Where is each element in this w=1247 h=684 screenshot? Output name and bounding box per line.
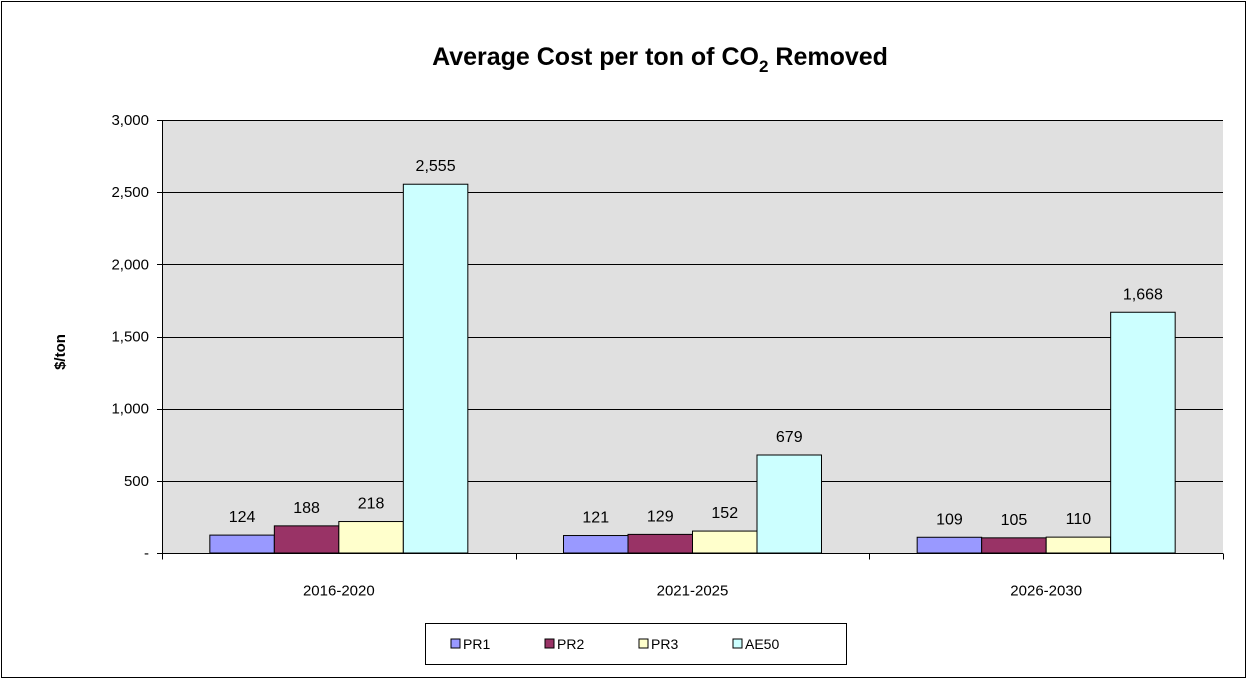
bar-ae50-2026-2030 [1110, 311, 1176, 554]
y-tick-labels: - 500 1,000 1,500 2,000 2,500 3,000 [111, 112, 149, 562]
y-tick-label: 1,000 [111, 401, 149, 418]
gridlines [162, 120, 1223, 482]
data-label: 1,668 [1123, 286, 1163, 303]
bar-ae50-2016-2020 [402, 183, 469, 554]
data-label: 152 [711, 505, 738, 522]
data-label: 129 [647, 508, 674, 525]
data-label: 121 [582, 510, 609, 527]
data-label: 679 [776, 429, 803, 446]
legend-swatch-ae50 [732, 638, 743, 649]
y-tick-label: 500 [124, 473, 149, 490]
y-tick-label: 3,000 [111, 112, 149, 129]
chart-title-main: Average Cost per ton of CO [432, 43, 759, 71]
legend: PR1 PR2 PR3 AE50 [425, 623, 847, 665]
data-label: 110 [1066, 511, 1092, 528]
chart-title: Average Cost per ton of CO2 Removed [432, 43, 888, 76]
bar-pr2-2026-2030 [981, 537, 1047, 554]
bars [209, 183, 1176, 554]
data-label: 218 [358, 496, 385, 513]
x-tick-label: 2016-2020 [303, 583, 375, 600]
legend-label-pr2: PR2 [557, 636, 584, 652]
data-label: 105 [1001, 512, 1028, 529]
legend-label-ae50: AE50 [745, 636, 779, 652]
legend-swatch-pr2 [544, 638, 555, 649]
bar-pr3-2021-2025 [692, 530, 758, 554]
legend-label-pr3: PR3 [651, 636, 678, 652]
legend-box [425, 623, 847, 665]
bar-pr1-2026-2030 [916, 536, 983, 554]
data-label: 124 [229, 509, 256, 526]
legend-label-pr1: PR1 [463, 636, 490, 652]
chart-title-subscript: 2 [759, 57, 768, 76]
data-labels: 124 188 218 2,555 121 129 152 679 109 105 110 1,668 [229, 158, 1163, 529]
y-tick-label: 2,500 [111, 184, 149, 201]
bar-ae50-2021-2025 [756, 454, 822, 554]
legend-swatch-pr1 [450, 638, 461, 649]
y-tick-label: - [144, 545, 149, 562]
bar-pr1-2016-2020 [209, 534, 275, 554]
bar-pr2-2021-2025 [627, 533, 693, 554]
x-tick-label: 2026-2030 [1010, 583, 1082, 600]
plot-area [162, 120, 1223, 553]
x-tick-labels: 2016-2020 2021-2025 2026-2030 [303, 583, 1082, 600]
data-label: 188 [293, 500, 320, 517]
bar-pr3-2016-2020 [338, 521, 404, 554]
legend-swatch-pr3 [638, 638, 649, 649]
chart-title-suffix: Removed [768, 43, 887, 71]
y-tick-label: 1,500 [111, 329, 149, 346]
y-axis-title: $/ton [52, 334, 69, 370]
bar-pr3-2026-2030 [1045, 536, 1112, 554]
bar-pr1-2021-2025 [563, 535, 629, 554]
data-label: 109 [936, 511, 963, 528]
y-tick-label: 2,000 [111, 256, 149, 273]
data-label: 2,555 [416, 158, 456, 175]
x-tick-label: 2021-2025 [657, 583, 729, 600]
axes [157, 120, 1224, 560]
bar-pr2-2016-2020 [273, 525, 340, 554]
